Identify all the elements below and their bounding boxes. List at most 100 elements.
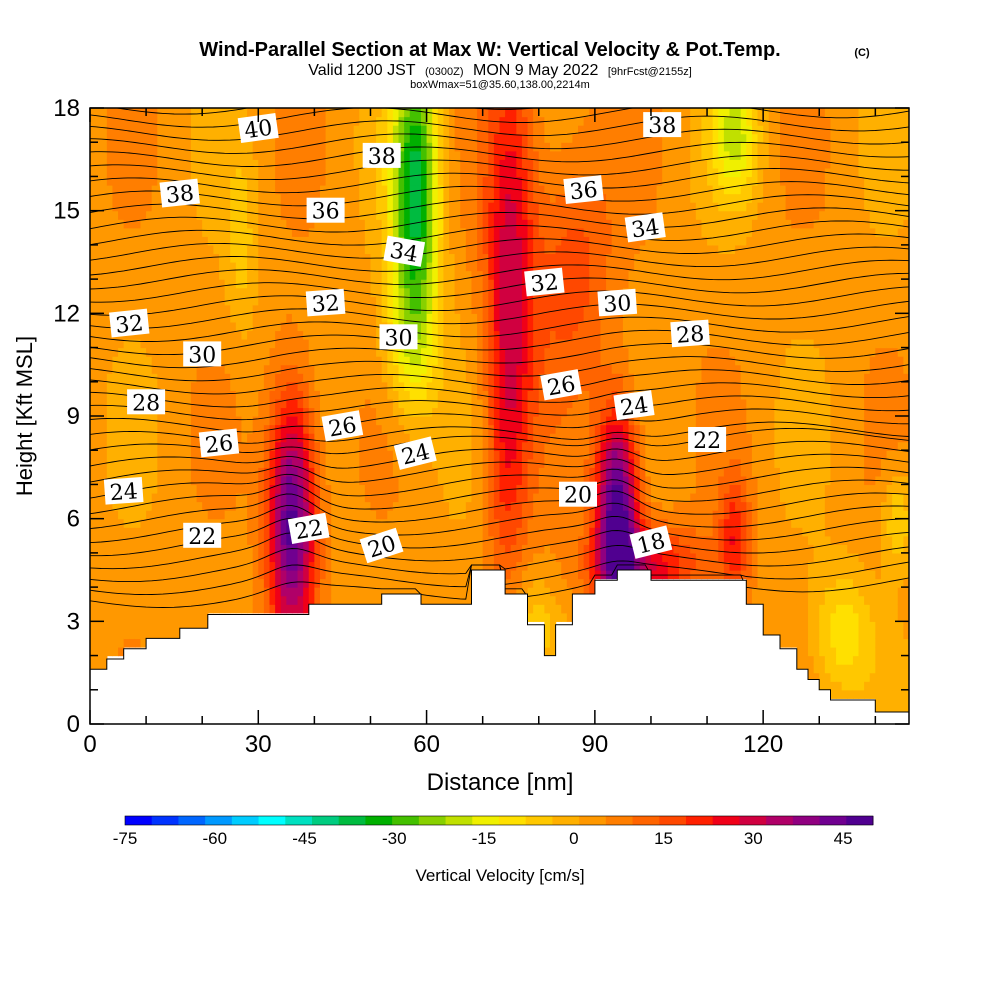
velocity-cell bbox=[521, 313, 529, 323]
velocity-cell bbox=[359, 193, 366, 203]
velocity-cell bbox=[118, 373, 125, 383]
velocity-cell bbox=[106, 527, 114, 537]
velocity-cell bbox=[247, 373, 254, 383]
velocity-cell bbox=[314, 570, 321, 580]
velocity-cell bbox=[129, 629, 136, 640]
velocity-cell bbox=[527, 475, 534, 486]
velocity-cell bbox=[488, 390, 495, 400]
velocity-cell bbox=[90, 552, 97, 563]
velocity-cell bbox=[235, 433, 243, 443]
velocity-cell bbox=[420, 287, 428, 297]
velocity-cell bbox=[202, 552, 209, 563]
velocity-cell bbox=[482, 390, 489, 400]
velocity-cell bbox=[449, 416, 456, 426]
velocity-cell bbox=[342, 253, 349, 263]
velocity-cell bbox=[286, 339, 293, 349]
velocity-cell bbox=[106, 108, 114, 118]
velocity-cell bbox=[224, 364, 231, 374]
velocity-cell bbox=[331, 501, 338, 511]
velocity-cell bbox=[331, 253, 338, 263]
velocity-cell bbox=[213, 587, 220, 597]
velocity-cell bbox=[275, 133, 282, 143]
velocity-cell bbox=[174, 270, 181, 280]
velocity-cell bbox=[527, 570, 534, 580]
velocity-cell bbox=[544, 236, 551, 246]
velocity-cell bbox=[527, 244, 534, 255]
velocity-cell bbox=[482, 433, 489, 443]
velocity-cell bbox=[190, 304, 198, 314]
velocity-cell bbox=[151, 176, 158, 186]
velocity-cell bbox=[202, 125, 209, 135]
velocity-cell bbox=[420, 518, 428, 528]
velocity-cell bbox=[364, 407, 372, 417]
velocity-cell bbox=[129, 638, 136, 648]
velocity-cell bbox=[185, 287, 192, 297]
velocity-cell bbox=[297, 108, 304, 118]
velocity-cell bbox=[129, 108, 136, 118]
velocity-cell bbox=[555, 304, 562, 314]
velocity-cell bbox=[151, 125, 158, 135]
velocity-cell bbox=[190, 116, 198, 126]
velocity-cell bbox=[258, 142, 265, 152]
velocity-cell bbox=[280, 373, 287, 383]
velocity-cell bbox=[415, 570, 422, 580]
velocity-cell bbox=[101, 304, 108, 314]
velocity-cell bbox=[230, 416, 237, 426]
velocity-cell bbox=[263, 296, 271, 306]
velocity-cell bbox=[252, 202, 259, 212]
velocity-cell bbox=[449, 373, 456, 383]
velocity-cell bbox=[527, 219, 534, 229]
velocity-cell bbox=[538, 159, 545, 169]
velocity-cell bbox=[426, 407, 433, 417]
velocity-cell bbox=[460, 381, 467, 391]
velocity-cell bbox=[129, 185, 136, 195]
velocity-cell bbox=[303, 210, 310, 220]
velocity-cell bbox=[437, 373, 444, 383]
velocity-cell bbox=[510, 493, 517, 503]
velocity-cell bbox=[134, 210, 142, 220]
velocity-cell bbox=[437, 570, 444, 580]
velocity-cell bbox=[90, 407, 97, 417]
velocity-cell bbox=[404, 356, 411, 366]
velocity-cell bbox=[252, 450, 259, 460]
velocity-cell bbox=[134, 330, 142, 340]
velocity-cell bbox=[544, 441, 551, 451]
velocity-cell bbox=[291, 227, 299, 237]
velocity-cell bbox=[493, 347, 501, 357]
velocity-cell bbox=[342, 244, 349, 255]
velocity-cell bbox=[325, 407, 332, 417]
velocity-cell bbox=[95, 595, 102, 605]
velocity-cell bbox=[477, 296, 484, 306]
velocity-cell bbox=[90, 330, 97, 340]
velocity-cell bbox=[134, 621, 142, 631]
velocity-cell bbox=[510, 450, 517, 460]
velocity-cell bbox=[179, 381, 186, 391]
velocity-cell bbox=[432, 347, 439, 357]
velocity-cell bbox=[291, 185, 299, 195]
velocity-cell bbox=[516, 253, 523, 263]
subtitle-date: MON 9 May 2022 bbox=[473, 62, 598, 79]
velocity-cell bbox=[477, 356, 484, 366]
velocity-cell bbox=[140, 176, 147, 186]
velocity-cell bbox=[527, 433, 534, 443]
velocity-cell bbox=[123, 450, 130, 460]
velocity-cell bbox=[319, 441, 327, 451]
velocity-cell bbox=[291, 287, 299, 297]
velocity-cell bbox=[319, 544, 327, 554]
velocity-cell bbox=[235, 219, 243, 229]
velocity-cell bbox=[118, 578, 125, 588]
velocity-cell bbox=[129, 518, 136, 528]
velocity-cell bbox=[247, 150, 254, 160]
velocity-cell bbox=[477, 253, 484, 263]
velocity-cell bbox=[342, 185, 349, 195]
velocity-cell bbox=[291, 407, 299, 417]
velocity-cell bbox=[224, 390, 231, 400]
velocity-cell bbox=[90, 339, 97, 349]
velocity-cell bbox=[460, 458, 467, 468]
velocity-cell bbox=[263, 262, 271, 272]
velocity-cell bbox=[381, 193, 388, 203]
velocity-cell bbox=[190, 424, 198, 434]
chart-subtitle-box: boxWmax=51@35.60,138.00,2214m bbox=[410, 79, 590, 91]
velocity-cell bbox=[207, 210, 215, 220]
velocity-cell bbox=[219, 304, 226, 314]
